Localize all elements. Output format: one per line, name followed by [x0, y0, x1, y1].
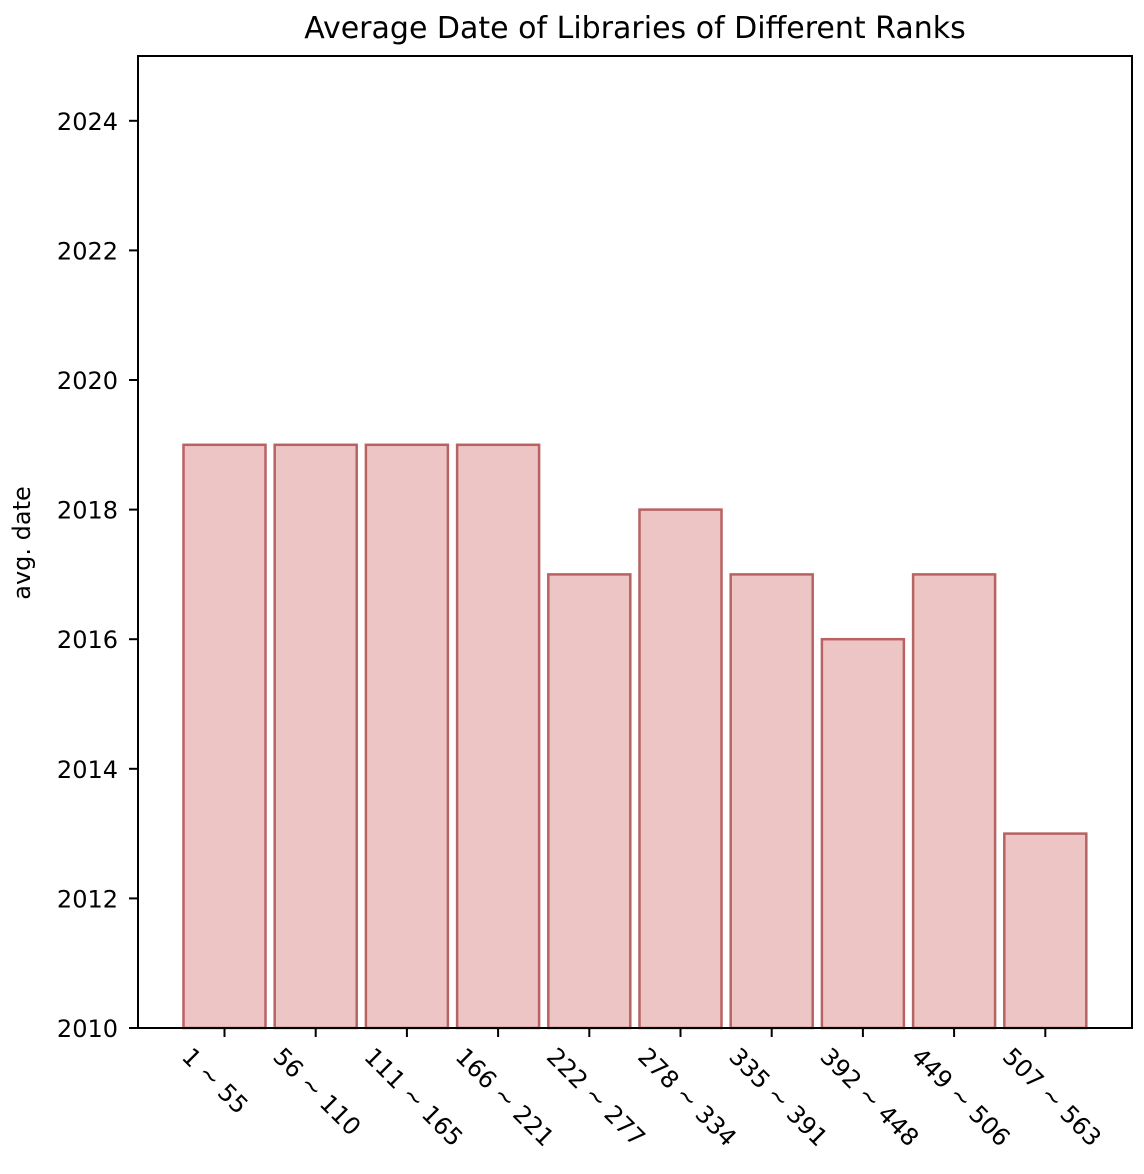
x-tick-label: 278 ~ 334: [632, 1042, 742, 1152]
bar: [820, 637, 906, 1030]
y-tick-label: 2018: [57, 497, 118, 525]
x-tick-label: 56 ~ 110: [267, 1042, 366, 1141]
bar: [182, 443, 267, 1030]
bar: [364, 443, 450, 1030]
y-tick-label: 2010: [57, 1015, 118, 1043]
x-tick-label: 166 ~ 221: [450, 1042, 560, 1152]
y-axis-label: avg. date: [8, 486, 36, 600]
bar: [547, 573, 632, 1030]
bar: [729, 573, 814, 1030]
x-tick-label: 392 ~ 448: [815, 1042, 925, 1152]
bar: [455, 443, 541, 1030]
y-tick-label: 2016: [57, 626, 118, 654]
y-tick-label: 2012: [57, 885, 118, 913]
bars-layer: [182, 443, 1088, 1030]
plot-frame: [137, 55, 1133, 1029]
chart-title: Average Date of Libraries of Different R…: [304, 11, 966, 46]
x-tick-label: 449 ~ 506: [906, 1042, 1016, 1152]
bar: [638, 508, 723, 1030]
y-tick-label: 2024: [57, 108, 118, 136]
y-tick-label: 2022: [57, 237, 118, 265]
x-tick-label: 1 ~ 55: [176, 1042, 253, 1119]
bar: [911, 573, 997, 1030]
x-tick-label: 222 ~ 277: [541, 1042, 651, 1152]
bar: [1003, 832, 1088, 1030]
x-tick-label: 111 ~ 165: [359, 1042, 469, 1152]
y-tick-label: 2020: [57, 367, 118, 395]
x-tick-label: 335 ~ 391: [723, 1042, 833, 1152]
y-tick-label: 2014: [57, 756, 118, 784]
bar: [273, 443, 358, 1030]
x-tick-label: 507 ~ 563: [997, 1042, 1107, 1152]
